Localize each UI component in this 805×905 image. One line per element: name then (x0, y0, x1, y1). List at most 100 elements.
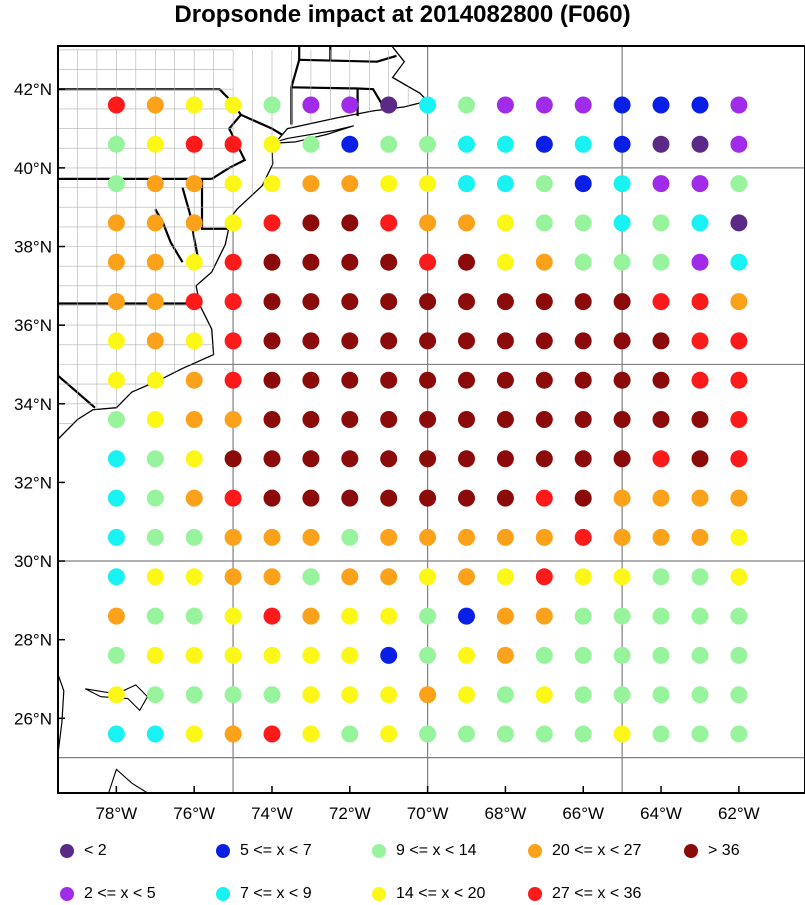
station-dot-c8 (730, 411, 748, 428)
station-dot-c9 (341, 371, 359, 389)
station-dot-c6 (302, 646, 320, 664)
legend-label: 27 <= x < 36 (552, 885, 642, 902)
station-dot-c8 (185, 293, 203, 311)
station-dot-c3 (613, 135, 631, 153)
station-dot-c6 (341, 646, 359, 664)
station-dot-c4 (419, 96, 437, 114)
station-dot-c7 (419, 214, 437, 232)
station-dot-c6 (185, 725, 203, 743)
station-dot-c4 (458, 175, 475, 193)
station-dot-c5 (380, 135, 398, 153)
station-dot-c7 (302, 528, 320, 546)
station-dot-c4 (458, 135, 475, 153)
station-dot-c4 (496, 135, 514, 153)
station-dot-c9 (302, 450, 320, 468)
station-dot-c5 (107, 646, 125, 664)
station-dot-c9 (496, 489, 514, 507)
legend-label: 5 <= x < 7 (240, 842, 312, 859)
station-dot-c5 (458, 96, 475, 114)
station-dot-c6 (146, 568, 164, 586)
station-dot-c7 (146, 332, 164, 350)
station-dot-c9 (419, 489, 437, 507)
station-dot-c7 (263, 568, 281, 586)
station-dot-c5 (146, 489, 164, 507)
station-dot-c9 (691, 411, 709, 428)
station-dot-c3 (380, 646, 398, 664)
station-dot-c6 (730, 528, 748, 546)
station-dot-c9 (341, 411, 359, 428)
station-dot-c6 (146, 371, 164, 389)
legend-swatch-c7 (528, 844, 542, 858)
legend-swatch-c8 (528, 887, 542, 901)
station-dot-c9 (458, 489, 475, 507)
station-dot-c5 (730, 686, 748, 704)
florida-coast (58, 672, 65, 756)
station-dot-c7 (458, 528, 475, 546)
legend-swatch-c1 (60, 844, 74, 858)
station-dot-c7 (730, 293, 748, 311)
station-dot-c5 (535, 646, 553, 664)
station-dot-c4 (496, 175, 514, 193)
station-dot-c9 (458, 450, 475, 468)
station-dot-c9 (263, 411, 281, 428)
station-dot-c9 (419, 371, 437, 389)
station-dot-c7 (496, 646, 514, 664)
state-boundary (291, 86, 386, 110)
station-dot-c4 (107, 528, 125, 546)
y-tick-label: 26°N (14, 709, 52, 728)
station-dot-c2 (730, 96, 748, 114)
legend-swatch-c3 (216, 844, 230, 858)
station-dot-c8 (107, 96, 125, 114)
station-dot-c9 (574, 450, 592, 468)
station-dot-c9 (613, 332, 631, 350)
station-dot-c3 (691, 96, 709, 114)
station-dot-c6 (535, 686, 553, 704)
station-dot-c5 (419, 135, 437, 153)
y-tick-label: 30°N (14, 552, 52, 571)
station-dot-c9 (263, 371, 281, 389)
station-dot-c6 (341, 607, 359, 625)
station-dot-c6 (380, 175, 398, 193)
station-dot-c6 (107, 686, 125, 704)
station-dot-c8 (185, 135, 203, 153)
station-dot-c5 (613, 686, 631, 704)
y-tick-label: 36°N (14, 316, 52, 335)
station-dot-c9 (652, 411, 670, 428)
station-dot-c9 (341, 253, 359, 271)
station-dot-c1 (691, 135, 709, 153)
station-dot-c7 (302, 607, 320, 625)
legend-label: 14 <= x < 20 (396, 885, 486, 902)
station-dot-c9 (458, 253, 475, 271)
station-dot-c5 (652, 686, 670, 704)
station-dot-c5 (691, 725, 709, 743)
station-dot-c8 (224, 253, 242, 271)
station-dot-c5 (341, 725, 359, 743)
station-dot-c5 (652, 568, 670, 586)
station-dot-c5 (496, 686, 514, 704)
station-dot-c5 (652, 646, 670, 664)
station-dot-c4 (107, 725, 125, 743)
x-tick-label: 74°W (251, 804, 293, 823)
station-dot-c6 (574, 568, 592, 586)
station-dot-c8 (380, 214, 398, 232)
station-dot-c7 (185, 214, 203, 232)
station-dot-c1 (380, 96, 398, 114)
station-dot-c5 (146, 607, 164, 625)
station-dot-c9 (380, 253, 398, 271)
x-tick-label: 78°W (95, 804, 137, 823)
station-dot-c4 (107, 568, 125, 586)
station-dot-c4 (574, 135, 592, 153)
station-dot-c9 (263, 489, 281, 507)
station-dot-c7 (185, 489, 203, 507)
station-dot-c9 (574, 293, 592, 311)
station-dot-c8 (730, 450, 748, 468)
legend-item-c2: 2 <= x < 5 (60, 885, 156, 905)
station-dot-c9 (302, 489, 320, 507)
station-dot-c7 (419, 686, 437, 704)
station-dot-c2 (691, 175, 709, 193)
station-dot-c9 (496, 371, 514, 389)
station-dot-c5 (691, 686, 709, 704)
station-dot-c7 (185, 411, 203, 428)
station-dot-c5 (652, 725, 670, 743)
station-dot-c9 (302, 214, 320, 232)
